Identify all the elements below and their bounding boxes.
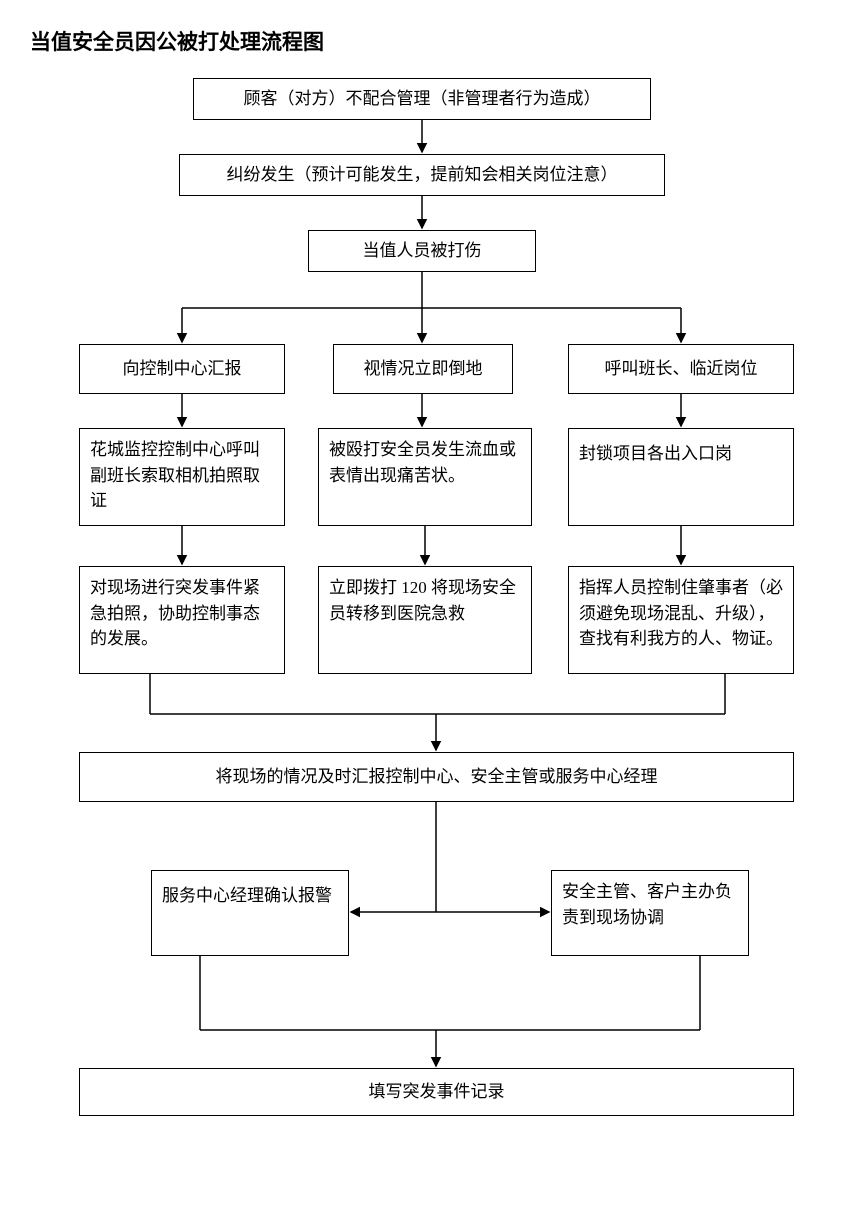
node-n6a: 对现场进行突发事件紧急拍照，协助控制事态的发展。 (79, 566, 285, 674)
node-n1: 顾客（对方）不配合管理（非管理者行为造成） (193, 78, 651, 120)
node-n3: 当值人员被打伤 (308, 230, 536, 272)
node-n7: 将现场的情况及时汇报控制中心、安全主管或服务中心经理 (79, 752, 794, 802)
node-n5c: 封锁项目各出入口岗 (568, 428, 794, 526)
node-n6c: 指挥人员控制住肇事者（必须避免现场混乱、升级），查找有利我方的人、物证。 (568, 566, 794, 674)
node-n8b: 安全主管、客户主办负责到现场协调 (551, 870, 749, 956)
node-n8a: 服务中心经理确认报警 (151, 870, 349, 956)
node-n4c: 呼叫班长、临近岗位 (568, 344, 794, 394)
node-n5b: 被殴打安全员发生流血或表情出现痛苦状。 (318, 428, 532, 526)
node-n6b: 立即拨打 120 将现场安全员转移到医院急救 (318, 566, 532, 674)
node-n4a: 向控制中心汇报 (79, 344, 285, 394)
node-n4b: 视情况立即倒地 (333, 344, 513, 394)
page-title: 当值安全员因公被打处理流程图 (30, 26, 324, 56)
node-n2: 纠纷发生（预计可能发生，提前知会相关岗位注意） (179, 154, 665, 196)
node-n9: 填写突发事件记录 (79, 1068, 794, 1116)
node-n5a: 花城监控控制中心呼叫副班长索取相机拍照取证 (79, 428, 285, 526)
